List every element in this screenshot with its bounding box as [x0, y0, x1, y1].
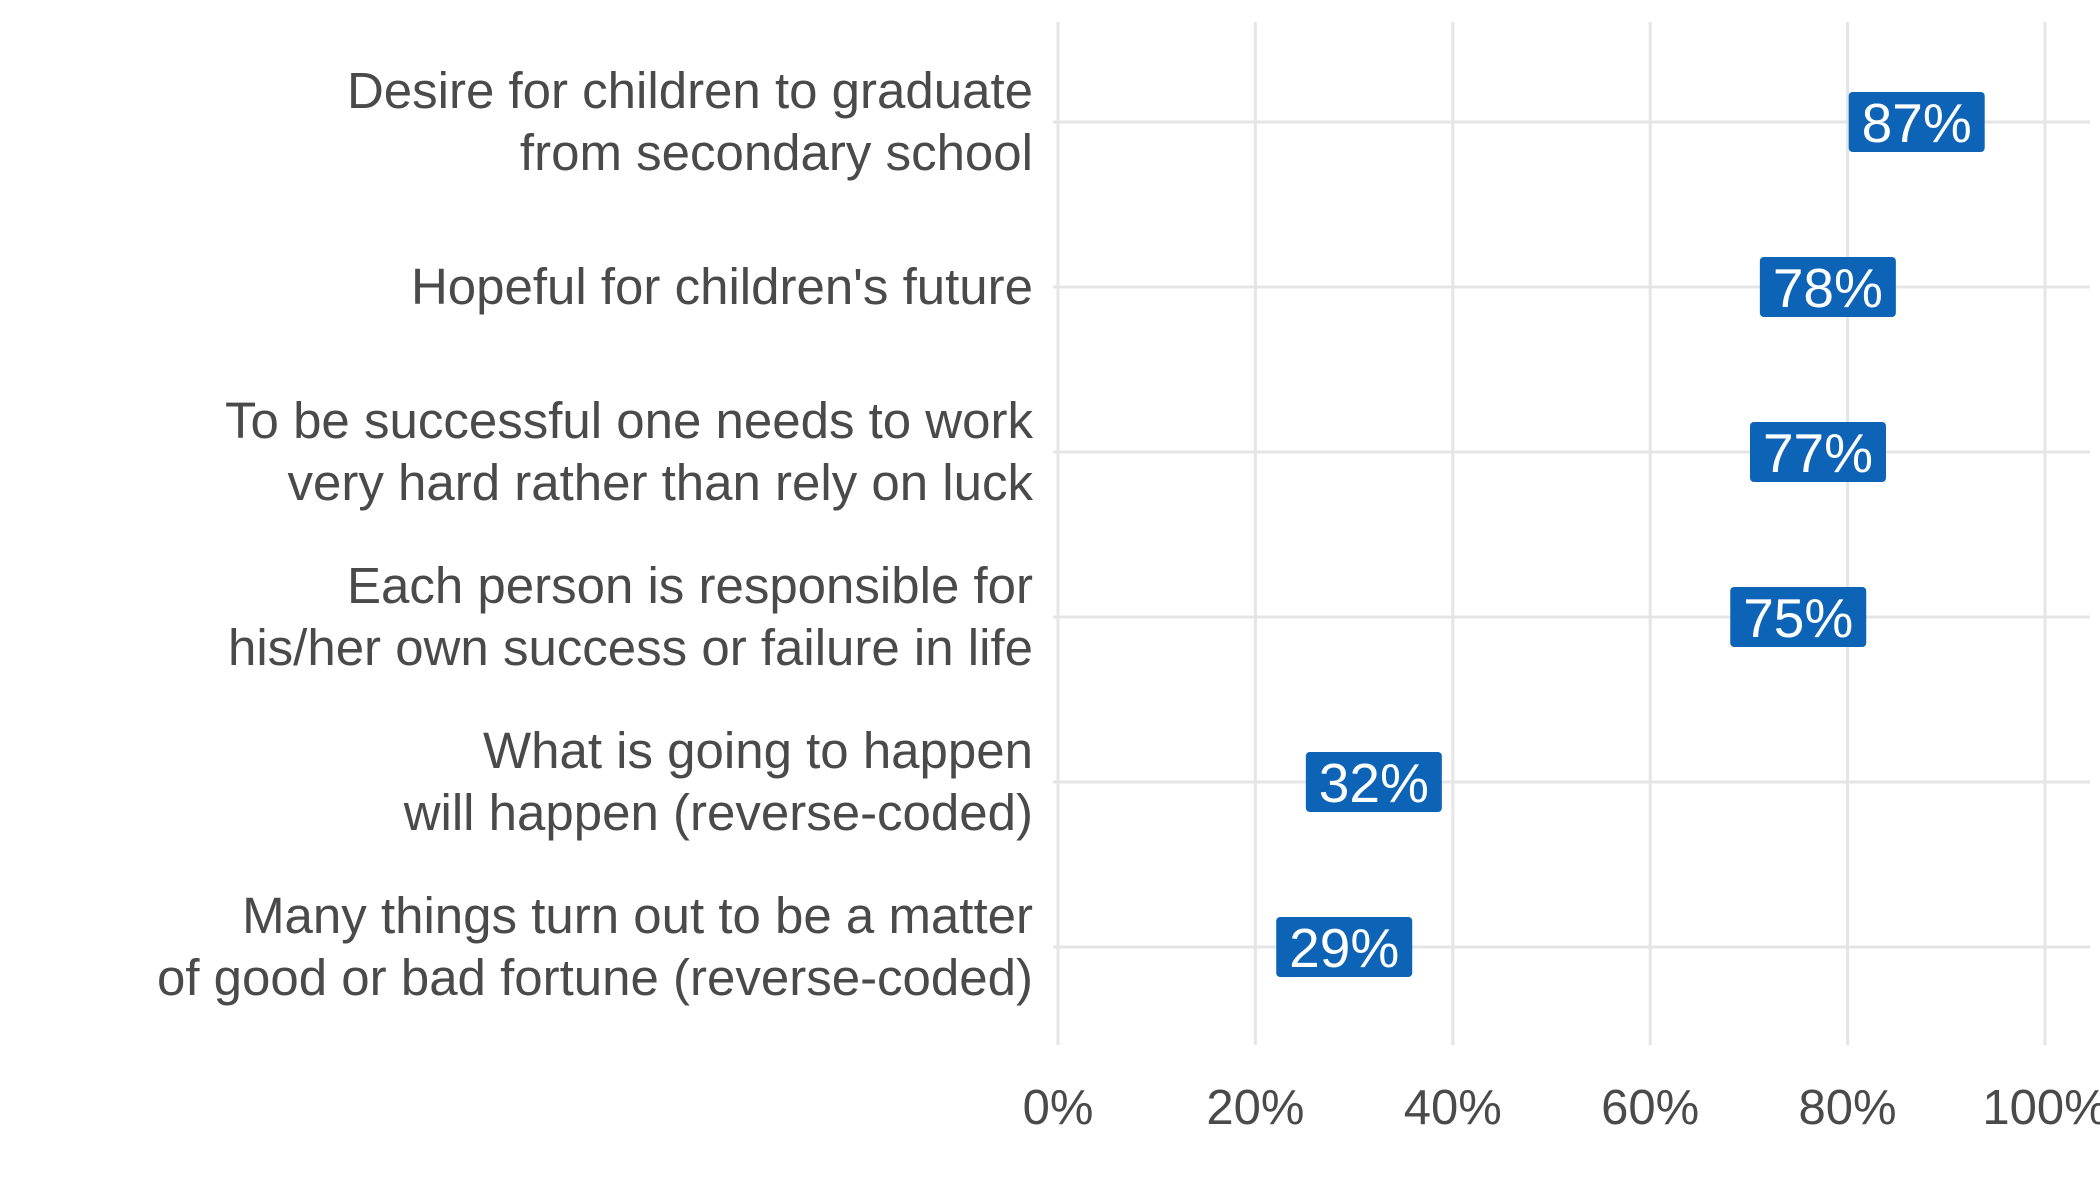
category-label-1: Hopeful for children's future	[411, 258, 1033, 315]
category-label-line: his/her own success or failure in life	[228, 619, 1033, 676]
category-label-line: Desire for children to graduate	[347, 62, 1033, 119]
x-tick-label: 20%	[1206, 1081, 1304, 1135]
data-point: 29%	[1276, 917, 1413, 979]
category-label-line: Many things turn out to be a matter	[242, 887, 1033, 944]
category-label-line: What is going to happen	[483, 722, 1033, 779]
data-label: 87%	[1862, 92, 1972, 154]
category-label-line: of good or bad fortune (reverse-coded)	[157, 949, 1033, 1006]
data-label: 75%	[1743, 587, 1853, 649]
x-tick-label: 100%	[1982, 1081, 2100, 1135]
x-axis-ticks: 0% 20% 40% 60% 80% 100%	[1023, 1081, 2100, 1135]
data-label-box	[1848, 92, 1985, 152]
data-label-box	[1759, 257, 1896, 317]
category-label-line: To be successful one needs to work	[225, 392, 1033, 449]
data-label-box	[1730, 587, 1867, 647]
data-label-box	[1305, 752, 1442, 812]
data-label: 77%	[1763, 422, 1873, 484]
data-point: 78%	[1759, 257, 1896, 319]
x-tick-label: 60%	[1601, 1081, 1699, 1135]
data-point: 32%	[1305, 752, 1442, 814]
data-labels: 87% 78% 77% 75% 32% 29%	[1276, 92, 1985, 979]
x-tick-label: 40%	[1404, 1081, 1502, 1135]
data-label: 32%	[1319, 752, 1429, 814]
data-label: 29%	[1289, 917, 1399, 979]
data-label-box	[1749, 422, 1886, 482]
category-label-0: Desire for children to graduate from seco…	[347, 62, 1033, 181]
data-point: 75%	[1730, 587, 1867, 649]
grid-lines	[1053, 22, 2090, 1045]
x-tick-label: 80%	[1799, 1081, 1897, 1135]
data-label-box	[1276, 917, 1413, 977]
data-point: 77%	[1749, 422, 1886, 484]
category-label-2: To be successful one needs to work very h…	[225, 392, 1033, 511]
category-label-line: very hard rather than rely on luck	[287, 454, 1033, 511]
category-label-line: will happen (reverse-coded)	[403, 784, 1033, 841]
category-label-line: Hopeful for children's future	[411, 258, 1033, 315]
category-label-line: from secondary school	[520, 124, 1033, 181]
category-label-4: What is going to happen will happen (reve…	[403, 722, 1033, 841]
x-tick-label: 0%	[1023, 1081, 1094, 1135]
data-point: 87%	[1848, 92, 1985, 154]
category-label-3: Each person is responsible for his/her ow…	[228, 557, 1033, 676]
category-labels: Desire for children to graduate from seco…	[157, 62, 1034, 1006]
category-label-5: Many things turn out to be a matter of go…	[157, 887, 1033, 1006]
data-label: 78%	[1773, 257, 1883, 319]
category-label-line: Each person is responsible for	[347, 557, 1033, 614]
